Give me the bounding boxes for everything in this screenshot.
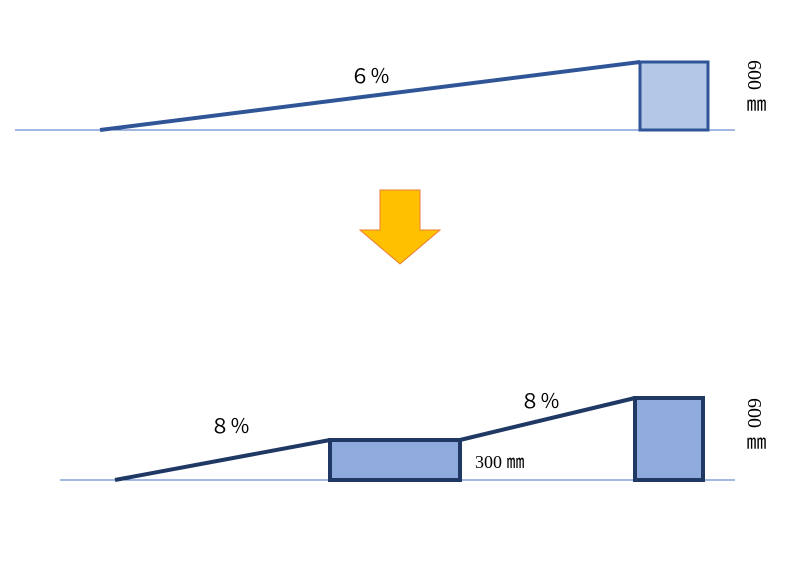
landing-box — [330, 440, 460, 480]
diagram-canvas — [0, 0, 800, 564]
bottom-slope2-label: ８％ — [520, 385, 560, 414]
down-arrow — [360, 190, 440, 264]
bottom-box — [635, 398, 703, 480]
top-slope-label: ６％ — [350, 60, 390, 89]
top-height-label: 600 ㎜ — [740, 60, 769, 115]
bottom-mid-height-label: 300 ㎜ — [475, 448, 525, 474]
bottom-slope1-label: ８％ — [210, 410, 250, 439]
bottom-ramp-1 — [115, 440, 330, 480]
bottom-height-label: 600 ㎜ — [740, 398, 769, 453]
top-box — [640, 62, 708, 130]
